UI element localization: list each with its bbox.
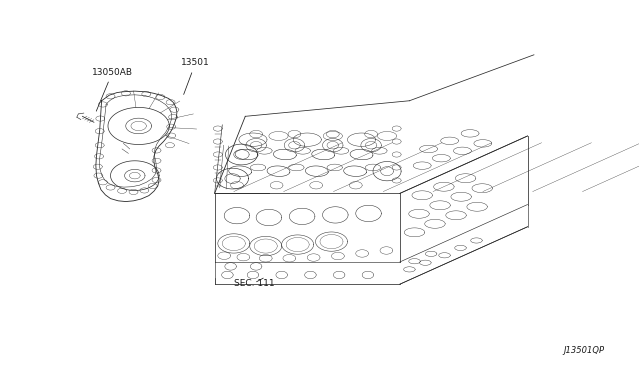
Text: J13501QP: J13501QP [563,346,604,355]
Text: SEC. 111: SEC. 111 [234,278,275,288]
Text: 13050AB: 13050AB [92,68,133,111]
Text: 13501: 13501 [181,58,210,94]
